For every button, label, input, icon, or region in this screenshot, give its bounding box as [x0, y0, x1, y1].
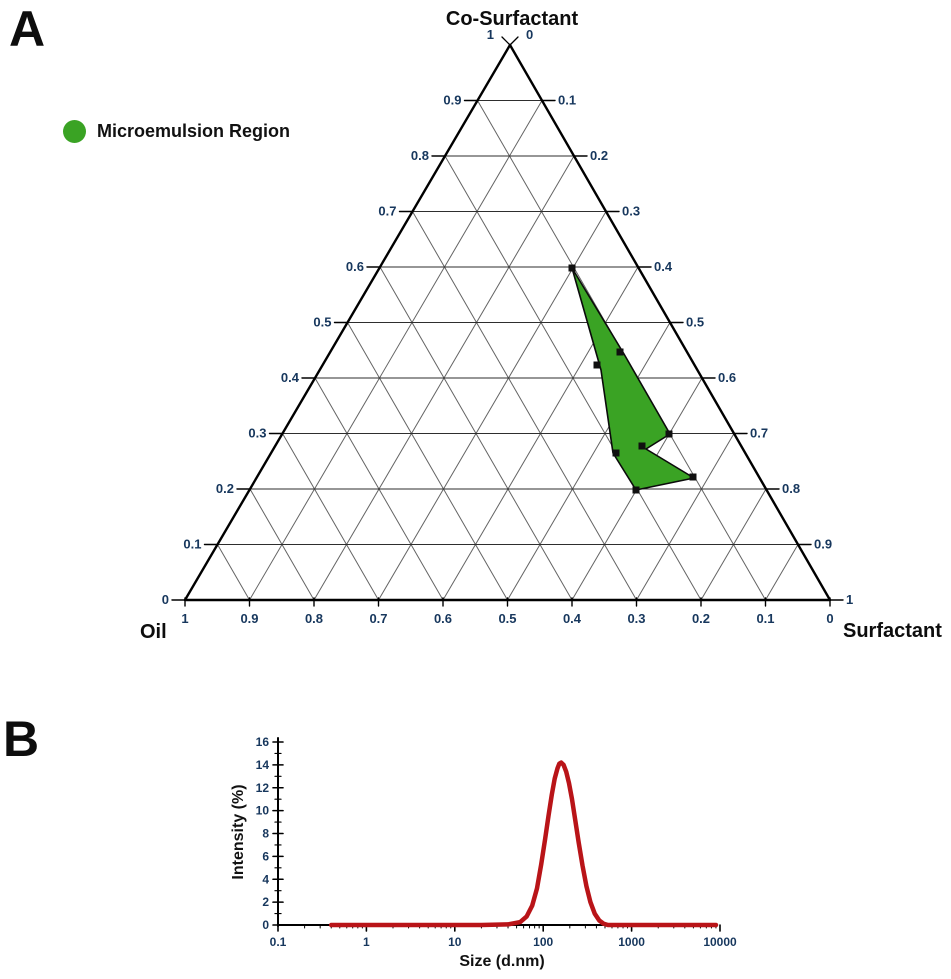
ternary-right-tick-label: 0	[526, 27, 533, 42]
ternary-gridline-diagonal	[412, 211, 637, 601]
ternary-left-tick-label: 0.8	[411, 148, 429, 163]
ternary-bottom-tick-label: 0.6	[434, 611, 452, 626]
ternary-left-tick-label: 0.3	[248, 426, 266, 441]
ternary-apex-tick	[501, 36, 511, 46]
ternary-top-axis-title: Co-Surfactant	[445, 8, 579, 30]
ternary-left-axis-title: Oil	[140, 621, 167, 643]
b-y-tick-label: 6	[262, 849, 269, 863]
b-y-tick-label: 0	[262, 918, 269, 932]
ternary-gridline-diagonal	[347, 322, 508, 601]
ternary-bottom-tick-label: 0.2	[692, 611, 710, 626]
ternary-right-tick-label: 0.4	[654, 259, 673, 274]
ternary-apex-tick	[509, 36, 519, 46]
size-distribution-curve	[328, 760, 719, 928]
ternary-bottom-tick-label: 0.9	[240, 611, 258, 626]
ternary-bottom-tick-label: 0.5	[498, 611, 516, 626]
b-y-tick-label: 14	[256, 758, 270, 772]
ternary-gridline-diagonal	[249, 100, 543, 601]
ternary-bottom-tick-label: 0.1	[756, 611, 774, 626]
ternary-right-axis-title: Surfactant	[843, 620, 942, 642]
ternary-gridline-diagonal	[507, 322, 671, 601]
ternary-bottom-tick-label: 0.4	[563, 611, 582, 626]
legend-label: Microemulsion Region	[97, 121, 291, 141]
ternary-right-tick-label: 0.3	[622, 204, 640, 219]
ternary-right-tick-label: 0.6	[718, 370, 736, 385]
ternary-right-tick-label: 0.7	[750, 426, 768, 441]
ternary-right-tick-label: 0.8	[782, 481, 800, 496]
ternary-gridline-diagonal	[765, 544, 799, 601]
ternary-left-tick-label: 0.4	[281, 370, 300, 385]
ternary-left-tick-label: 0.9	[443, 93, 461, 108]
data-point-marker	[632, 486, 640, 494]
data-point-marker	[638, 442, 646, 450]
ternary-right-tick-label: 0.5	[686, 315, 704, 330]
b-y-tick-label: 4	[262, 872, 269, 886]
ternary-right-tick-label: 0.9	[814, 537, 832, 552]
b-x-tick-label: 10	[448, 935, 462, 949]
x-axis-title: Size (d.nm)	[459, 953, 545, 970]
ternary-right-tick-label: 1	[846, 592, 853, 607]
data-point-marker	[593, 361, 601, 369]
b-x-tick-label: 10000	[703, 935, 737, 949]
panel-a-letter: A	[9, 1, 45, 57]
data-point-marker	[689, 473, 697, 481]
b-y-tick-label: 8	[262, 827, 269, 841]
ternary-left-tick-label: 0.7	[378, 204, 396, 219]
panel-b-letter: B	[3, 711, 39, 767]
ternary-left-tick-label: 0.5	[313, 315, 331, 330]
b-x-tick-label: 1	[363, 935, 370, 949]
ternary-gridline-diagonal	[217, 544, 250, 601]
ternary-bottom-tick-label: 1	[181, 611, 188, 626]
ternary-gridline-diagonal	[636, 433, 735, 601]
ternary-left-tick-label: 0	[162, 592, 169, 607]
ternary-gridline-diagonal	[378, 211, 607, 601]
ternary-bottom-tick-label: 0	[826, 611, 833, 626]
microemulsion-region	[571, 267, 695, 491]
ternary-left-tick-label: 0.2	[216, 481, 234, 496]
ternary-left-edge	[183, 43, 512, 602]
b-x-tick-label: 100	[533, 935, 553, 949]
ternary-right-tick-label: 0.1	[558, 93, 576, 108]
data-point-marker	[616, 348, 624, 356]
b-x-tick-label: 0.1	[270, 935, 287, 949]
legend-swatch-icon	[63, 120, 86, 143]
b-x-tick-label: 1000	[618, 935, 645, 949]
b-y-tick-label: 16	[256, 735, 270, 749]
data-point-marker	[568, 264, 576, 272]
b-y-tick-label: 10	[256, 804, 270, 818]
b-y-tick-label: 2	[262, 895, 269, 909]
ternary-left-tick-label: 0.1	[183, 537, 201, 552]
ternary-left-tick-label: 1	[487, 27, 494, 42]
data-point-marker	[612, 449, 620, 457]
ternary-left-tick-label: 0.6	[346, 259, 364, 274]
ternary-bottom-tick-label: 0.7	[369, 611, 387, 626]
ternary-bottom-tick-label: 0.8	[305, 611, 323, 626]
ternary-right-edge	[508, 43, 832, 602]
data-point-marker	[665, 430, 673, 438]
ternary-gridline-diagonal	[282, 433, 379, 601]
microemulsion-legend: Microemulsion Region	[63, 120, 290, 143]
ternary-bottom-tick-label: 0.3	[627, 611, 645, 626]
y-axis-title: Intensity (%)	[230, 784, 247, 880]
b-y-tick-label: 12	[256, 781, 270, 795]
ternary-right-tick-label: 0.2	[590, 148, 608, 163]
